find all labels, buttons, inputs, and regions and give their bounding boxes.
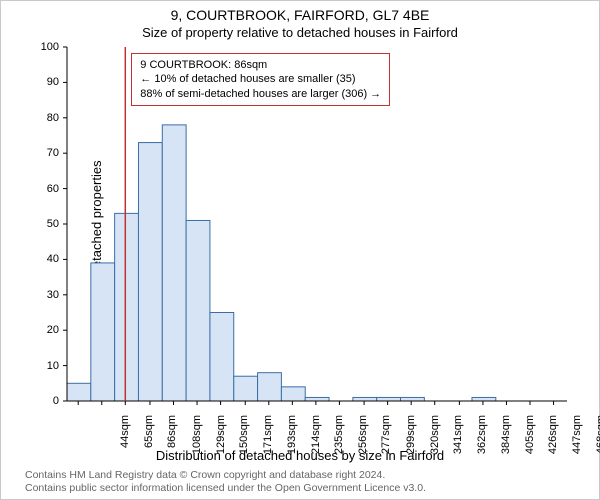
- chart-title: 9, COURTBROOK, FAIRFORD, GL7 4BE: [1, 7, 599, 23]
- chart-container: 9, COURTBROOK, FAIRFORD, GL7 4BE Size of…: [0, 0, 600, 500]
- histogram-bar: [186, 220, 210, 401]
- x-axis-label: Distribution of detached houses by size …: [1, 448, 599, 463]
- histogram-bar: [115, 213, 139, 401]
- annotation-line-1: 9 COURTBROOK: 86sqm: [140, 58, 381, 72]
- y-tick-label: 10: [47, 360, 59, 372]
- reference-annotation-box: 9 COURTBROOK: 86sqm ← 10% of detached ho…: [131, 53, 390, 106]
- histogram-bar: [138, 143, 162, 401]
- y-tick-label: 90: [47, 76, 59, 88]
- annotation-line-2: ← 10% of detached houses are smaller (35…: [140, 72, 381, 86]
- histogram-bar: [234, 376, 258, 401]
- histogram-bar: [472, 397, 496, 401]
- chart-subtitle: Size of property relative to detached ho…: [1, 25, 599, 40]
- histogram-bar: [401, 397, 425, 401]
- attribution-footer: Contains HM Land Registry data © Crown c…: [25, 469, 599, 495]
- histogram-bar: [67, 383, 91, 401]
- y-tick-label: 50: [47, 218, 59, 230]
- footer-line-2: Contains public sector information licen…: [25, 482, 599, 495]
- y-tick-label: 40: [47, 253, 59, 265]
- histogram-bar: [281, 387, 305, 401]
- plot-area: 9 COURTBROOK: 86sqm ← 10% of detached ho…: [67, 47, 567, 401]
- y-tick-label: 20: [47, 324, 59, 336]
- y-tick-label: 70: [47, 147, 59, 159]
- histogram-bar: [305, 397, 329, 401]
- histogram-bar: [210, 313, 234, 402]
- footer-line-1: Contains HM Land Registry data © Crown c…: [25, 469, 599, 482]
- annotation-line-3: 88% of semi-detached houses are larger (…: [140, 87, 381, 101]
- histogram-bar: [91, 263, 115, 401]
- y-tick-label: 80: [47, 112, 59, 124]
- histogram-bar: [162, 125, 186, 401]
- histogram-bar: [377, 397, 401, 401]
- y-tick-label: 60: [47, 183, 59, 195]
- y-tick-label: 30: [47, 289, 59, 301]
- y-tick-label: 100: [41, 41, 59, 53]
- y-tick-label: 0: [53, 395, 59, 407]
- histogram-bar: [353, 397, 377, 401]
- histogram-bar: [258, 373, 282, 401]
